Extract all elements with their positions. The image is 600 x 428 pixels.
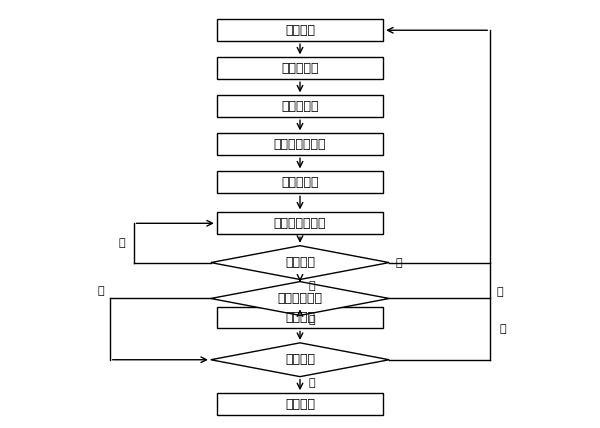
FancyBboxPatch shape	[217, 393, 383, 415]
Text: 是: 是	[308, 315, 315, 325]
FancyBboxPatch shape	[217, 212, 383, 234]
Text: 作业准备: 作业准备	[285, 24, 315, 37]
Text: 否: 否	[118, 238, 125, 248]
Text: 否: 否	[499, 324, 506, 334]
Text: 是否需要支护: 是否需要支护	[277, 292, 323, 305]
Text: 否: 否	[496, 287, 503, 297]
Text: 是: 是	[308, 281, 315, 291]
Text: 装药、连线: 装药、连线	[281, 100, 319, 113]
FancyBboxPatch shape	[217, 306, 383, 328]
FancyBboxPatch shape	[217, 19, 383, 41]
Text: 排烟、除险: 排烟、除险	[281, 176, 319, 189]
Text: 衬砌施工: 衬砌施工	[285, 398, 315, 410]
Polygon shape	[211, 343, 389, 377]
FancyBboxPatch shape	[217, 133, 383, 155]
Text: 爆前准备、起爆: 爆前准备、起爆	[274, 138, 326, 151]
Polygon shape	[211, 246, 389, 279]
FancyBboxPatch shape	[217, 57, 383, 79]
FancyBboxPatch shape	[217, 171, 383, 193]
Text: 出渣、欠挖处理: 出渣、欠挖处理	[274, 217, 326, 230]
Text: 是否到位: 是否到位	[285, 256, 315, 269]
Text: 钻孔、清孔: 钻孔、清孔	[281, 62, 319, 75]
FancyBboxPatch shape	[217, 95, 383, 117]
Text: 是否贯通: 是否贯通	[285, 353, 315, 366]
Text: 是: 是	[97, 286, 104, 296]
Text: 支护施工: 支护施工	[285, 311, 315, 324]
Polygon shape	[211, 282, 389, 315]
Text: 是: 是	[308, 378, 315, 388]
Text: 是: 是	[395, 258, 402, 268]
